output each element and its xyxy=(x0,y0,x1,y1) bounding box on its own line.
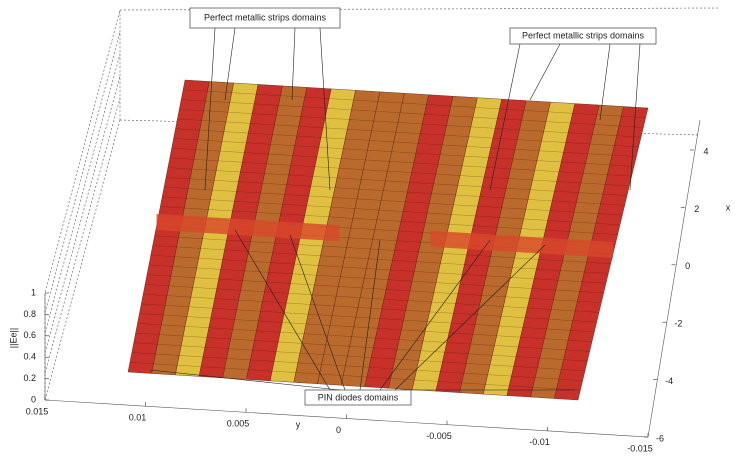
x-axis-label: x xyxy=(726,202,731,212)
surface xyxy=(127,79,649,401)
surface-mesh xyxy=(139,313,593,342)
surface-ridge xyxy=(156,214,340,242)
x-tick-label: -6 xyxy=(656,433,664,443)
surface-mesh xyxy=(181,99,644,128)
x-tick-label: 0 xyxy=(685,261,690,271)
surface-mesh xyxy=(175,128,637,157)
z-tick-label: 0.8 xyxy=(23,309,36,319)
surface-mesh xyxy=(177,118,639,148)
surface-mesh xyxy=(154,235,611,264)
surface-mesh xyxy=(150,255,607,284)
surface-mesh xyxy=(137,323,590,352)
surface-mesh xyxy=(135,332,588,362)
surface-mesh xyxy=(179,109,642,138)
z-tick-label: 0.6 xyxy=(23,330,36,340)
x-tick-label: 2 xyxy=(694,204,699,214)
surface-mesh xyxy=(165,177,625,206)
surface-mesh xyxy=(160,206,618,235)
surface-mesh xyxy=(164,186,623,216)
surface-mesh xyxy=(146,274,602,303)
z-tick-label: 1 xyxy=(31,287,36,297)
annotation: Perfect metallic strips domains xyxy=(204,12,327,22)
y-tick-label: -0.015 xyxy=(627,443,653,453)
annotation: PIN diodes domains xyxy=(318,392,399,402)
surface-mesh xyxy=(131,352,583,381)
surface-mesh xyxy=(133,342,586,371)
surface-mesh xyxy=(169,157,630,187)
surface-mesh xyxy=(143,293,597,323)
surface-mesh xyxy=(152,245,609,274)
y-tick-label: 0.005 xyxy=(227,419,250,429)
y-tick-label: 0.015 xyxy=(26,406,49,416)
surface-ridge xyxy=(430,230,613,258)
z-tick-label: 0 xyxy=(31,394,36,404)
y-tick-label: 0.01 xyxy=(129,413,147,423)
surface-mesh xyxy=(173,138,635,167)
surface-mesh xyxy=(141,303,595,333)
z-tick-label: 0.2 xyxy=(23,373,36,383)
y-axis-label: y xyxy=(296,419,301,429)
annotations xyxy=(149,7,657,406)
surface-mesh xyxy=(129,362,581,391)
surface-mesh xyxy=(167,167,628,196)
z-tick-label: 0.4 xyxy=(23,352,36,362)
y-tick-label: -0.005 xyxy=(426,431,452,441)
surface-mesh xyxy=(148,264,604,294)
surface-mesh xyxy=(171,147,632,177)
z-axis-label: ||Ee|| xyxy=(8,328,18,348)
x-tick-label: -4 xyxy=(665,376,673,386)
x-tick-label: -2 xyxy=(674,319,682,329)
y-tick-label: -0.01 xyxy=(529,437,550,447)
surface-mesh xyxy=(183,89,646,118)
x-tick-label: 4 xyxy=(703,146,708,156)
surface-mesh xyxy=(162,196,621,225)
annotation: Perfect metallic strips domains xyxy=(522,30,645,40)
y-tick-label: 0 xyxy=(336,425,341,435)
